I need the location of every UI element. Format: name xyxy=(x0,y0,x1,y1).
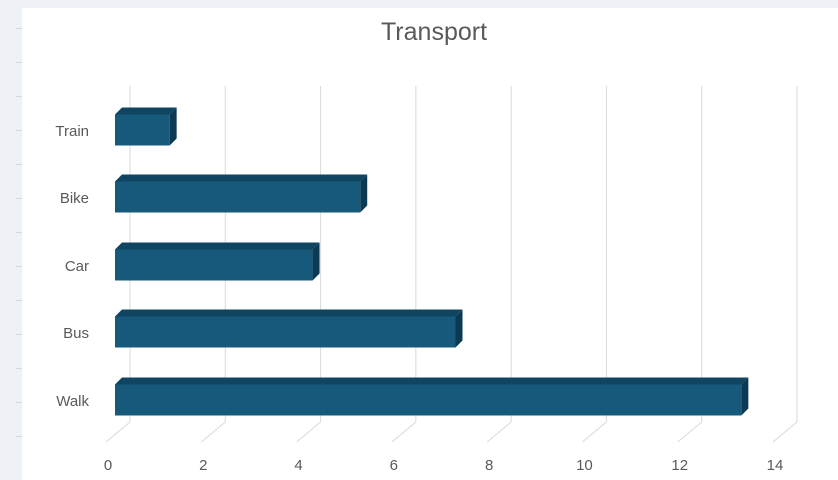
floor-gridline xyxy=(105,421,131,443)
bar-side-face xyxy=(312,242,320,281)
bar-front-face xyxy=(115,384,742,416)
bar-car xyxy=(115,242,320,281)
category-label: Bike xyxy=(60,190,89,207)
x-tick-label: 2 xyxy=(199,457,207,474)
category-label: Car xyxy=(65,258,89,275)
x-tick-label: 10 xyxy=(576,457,593,474)
bar-train xyxy=(115,107,177,146)
floor-gridline xyxy=(200,421,226,443)
bar-front-face xyxy=(115,114,170,146)
bar-top-face xyxy=(115,377,749,385)
bar-side-face xyxy=(455,309,463,348)
bar-top-face xyxy=(115,309,463,317)
x-tick-label: 8 xyxy=(485,457,493,474)
x-tick-label: 14 xyxy=(767,457,784,474)
bar-side-face xyxy=(360,174,368,213)
floor-gridline xyxy=(772,421,798,443)
bar-top-face xyxy=(115,174,368,182)
bars xyxy=(115,107,749,416)
floor-gridline xyxy=(391,421,417,443)
bar-walk xyxy=(115,377,749,416)
category-label: Walk xyxy=(56,393,89,410)
x-tick-label: 12 xyxy=(671,457,688,474)
bar-front-face xyxy=(115,181,361,213)
bar-bus xyxy=(115,309,463,348)
bar-top-face xyxy=(115,107,177,115)
floor-gridline xyxy=(677,421,703,443)
bar-side-face xyxy=(741,377,749,416)
bar-front-face xyxy=(115,316,456,348)
bar-bike xyxy=(115,174,368,213)
left-ruler xyxy=(0,0,22,480)
bar-side-face xyxy=(169,107,177,146)
category-label: Train xyxy=(55,123,89,140)
x-tick-label: 4 xyxy=(294,457,302,474)
floor-gridline xyxy=(486,421,512,443)
bar-top-face xyxy=(115,242,320,250)
bar-front-face xyxy=(115,249,313,281)
x-tick-label: 0 xyxy=(104,457,112,474)
category-label: Bus xyxy=(63,325,89,342)
chart-title: Transport xyxy=(380,18,488,46)
floor-gridline xyxy=(582,421,607,443)
floor-gridline xyxy=(296,421,321,443)
x-tick-label: 6 xyxy=(390,457,398,474)
